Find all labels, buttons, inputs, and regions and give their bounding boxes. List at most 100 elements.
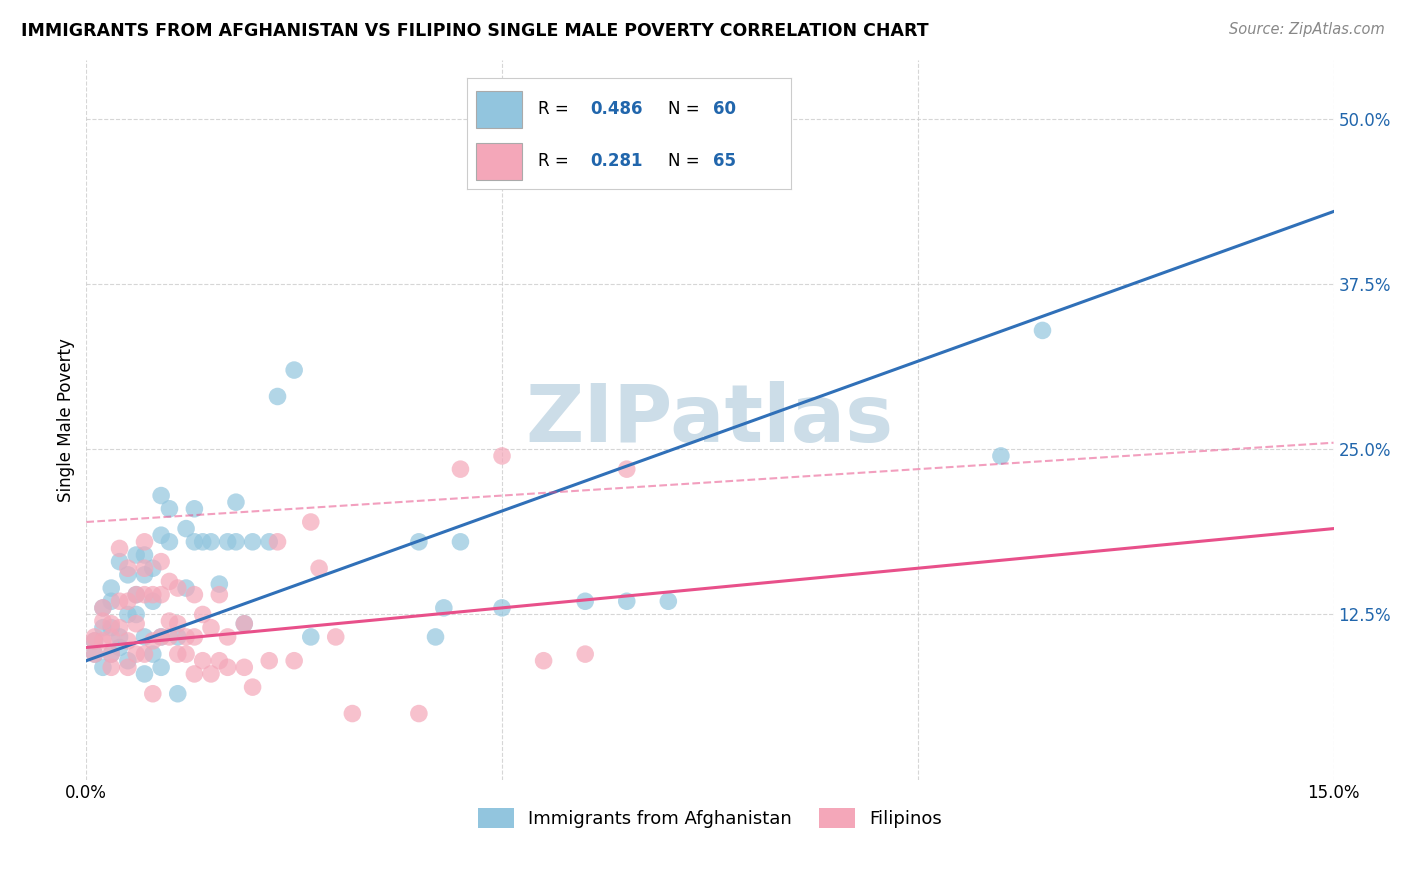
Point: [134, 561, 156, 575]
Point: [91, 633, 114, 648]
Point: [183, 534, 205, 549]
Point: [217, 660, 239, 674]
Point: [125, 647, 148, 661]
Point: [125, 548, 148, 562]
Point: [117, 607, 139, 622]
Point: [574, 647, 596, 661]
Point: [166, 630, 188, 644]
Point: [574, 594, 596, 608]
Point: [166, 616, 188, 631]
Point: [266, 389, 288, 403]
Point: [242, 680, 264, 694]
Point: [191, 607, 214, 622]
Point: [142, 561, 165, 575]
Point: [1031, 323, 1053, 337]
Point: [91, 614, 114, 628]
Point: [100, 630, 122, 644]
Point: [408, 706, 430, 721]
Point: [150, 489, 173, 503]
Text: ZIPatlas: ZIPatlas: [526, 381, 894, 458]
Point: [491, 600, 513, 615]
Point: [134, 667, 156, 681]
Point: [142, 633, 165, 648]
Point: [159, 614, 181, 628]
Point: [200, 534, 222, 549]
Point: [183, 501, 205, 516]
Point: [108, 621, 131, 635]
Point: [134, 548, 156, 562]
Point: [200, 621, 222, 635]
Point: [166, 687, 188, 701]
Point: [191, 534, 214, 549]
Point: [83, 633, 105, 648]
Point: [100, 581, 122, 595]
Point: [100, 647, 122, 661]
Point: [183, 667, 205, 681]
Point: [616, 462, 638, 476]
Point: [257, 534, 280, 549]
Point: [325, 630, 347, 644]
Point: [117, 567, 139, 582]
Point: [342, 706, 364, 721]
Point: [117, 654, 139, 668]
Point: [283, 654, 305, 668]
Point: [208, 654, 231, 668]
Point: [159, 501, 181, 516]
Y-axis label: Single Male Poverty: Single Male Poverty: [58, 338, 75, 501]
Point: [225, 495, 247, 509]
Point: [150, 588, 173, 602]
Point: [142, 687, 165, 701]
Point: [183, 630, 205, 644]
Point: [150, 630, 173, 644]
Point: [91, 660, 114, 674]
Point: [183, 588, 205, 602]
Point: [125, 607, 148, 622]
Point: [174, 581, 197, 595]
Point: [208, 588, 231, 602]
Text: Source: ZipAtlas.com: Source: ZipAtlas.com: [1229, 22, 1385, 37]
Point: [174, 522, 197, 536]
Point: [100, 647, 122, 661]
Point: [125, 616, 148, 631]
Point: [200, 667, 222, 681]
Point: [91, 600, 114, 615]
Point: [108, 555, 131, 569]
Point: [134, 588, 156, 602]
Point: [117, 594, 139, 608]
Point: [174, 630, 197, 644]
Point: [233, 616, 256, 631]
Text: IMMIGRANTS FROM AFGHANISTAN VS FILIPINO SINGLE MALE POVERTY CORRELATION CHART: IMMIGRANTS FROM AFGHANISTAN VS FILIPINO …: [21, 22, 929, 40]
Point: [142, 647, 165, 661]
Point: [100, 660, 122, 674]
Point: [117, 633, 139, 648]
Point: [257, 654, 280, 668]
Point: [83, 647, 105, 661]
Point: [108, 630, 131, 644]
Point: [191, 654, 214, 668]
Point: [134, 647, 156, 661]
Point: [242, 534, 264, 549]
Point: [491, 449, 513, 463]
Point: [217, 534, 239, 549]
Point: [449, 534, 471, 549]
Point: [142, 594, 165, 608]
Point: [174, 647, 197, 661]
Point: [308, 561, 330, 575]
Point: [125, 588, 148, 602]
Point: [408, 534, 430, 549]
Point: [616, 594, 638, 608]
Point: [299, 515, 322, 529]
Point: [990, 449, 1012, 463]
Point: [142, 588, 165, 602]
Point: [299, 630, 322, 644]
Point: [217, 630, 239, 644]
Point: [449, 462, 471, 476]
Point: [150, 630, 173, 644]
Point: [134, 534, 156, 549]
Point: [108, 541, 131, 556]
Point: [657, 594, 679, 608]
Point: [159, 534, 181, 549]
Point: [433, 600, 456, 615]
Point: [225, 534, 247, 549]
Point: [166, 581, 188, 595]
